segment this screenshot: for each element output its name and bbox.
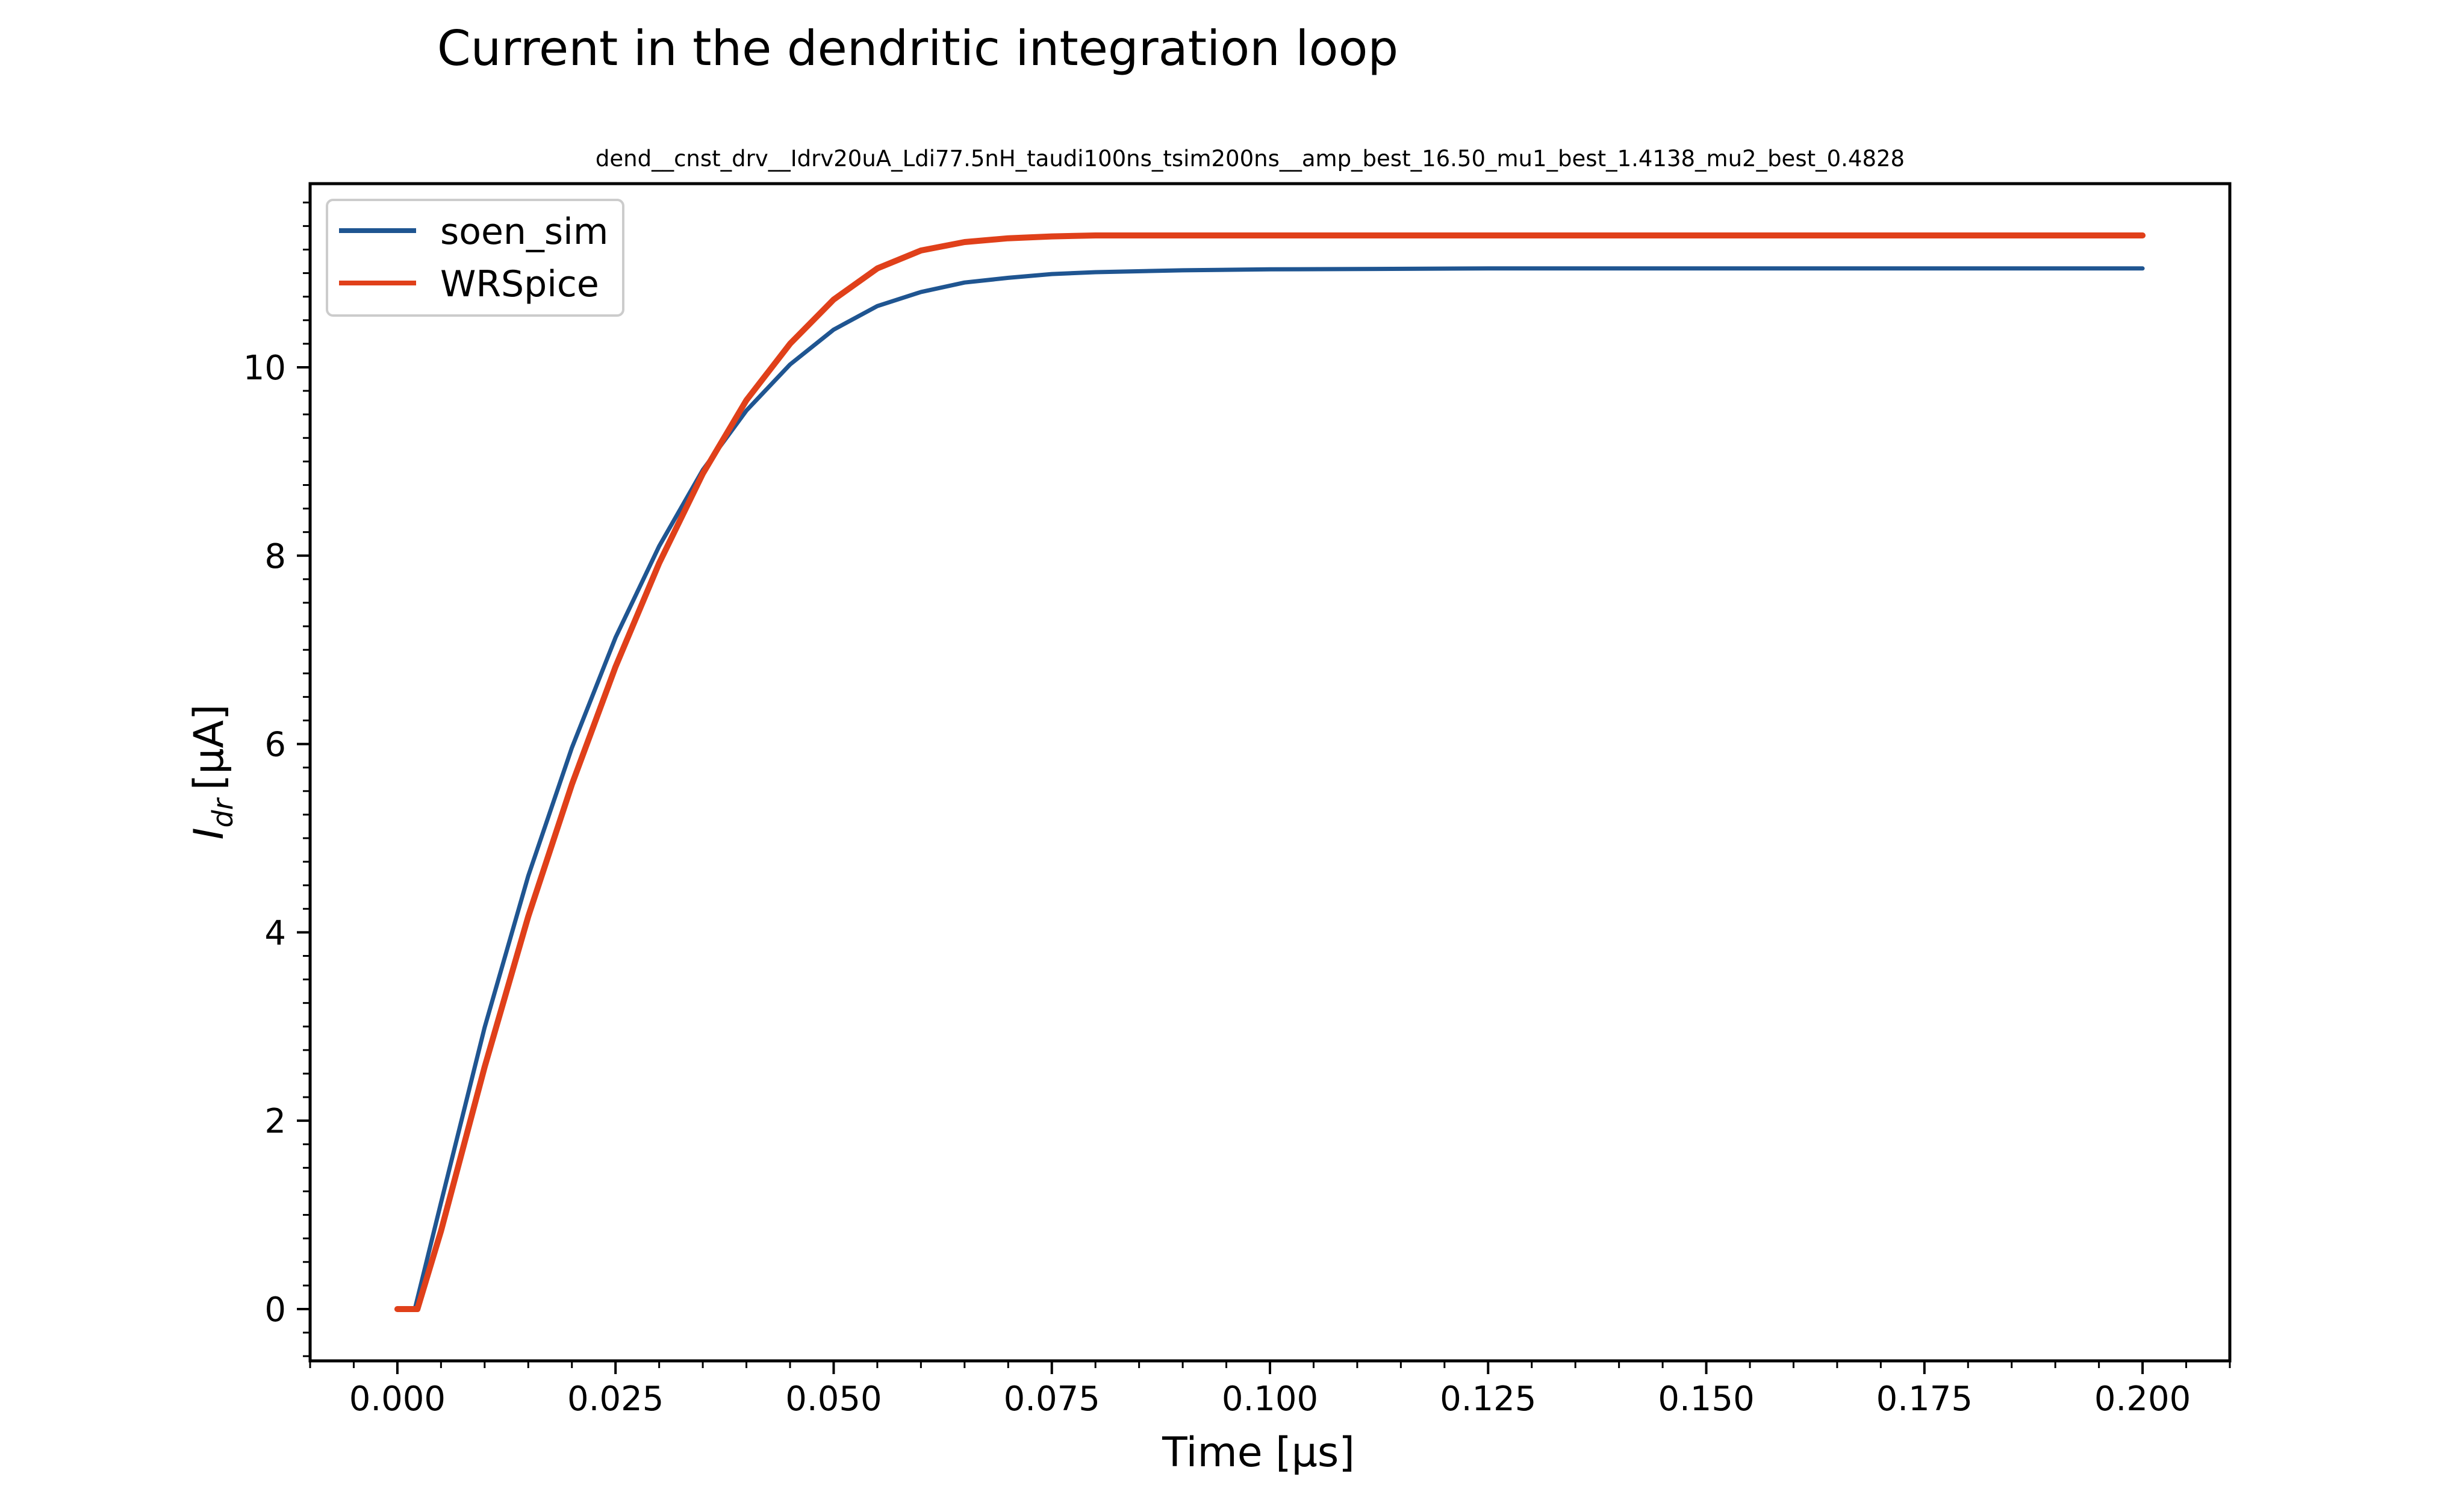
x-tick-label: 0.125	[1440, 1380, 1536, 1419]
legend-label-wrspice: WRSpice	[440, 263, 599, 305]
series-layer	[394, 232, 2146, 1312]
legend-label-soen-sim: soen_sim	[440, 211, 608, 253]
x-tick-label: 0.200	[2094, 1380, 2191, 1419]
x-tick-label: 0.175	[1876, 1380, 1973, 1419]
series-line-soen-sim	[395, 266, 2145, 1311]
y-axis-label-subscript: dr	[207, 797, 239, 827]
x-tick-label: 0.150	[1658, 1380, 1754, 1419]
y-axis: 0 2 4 6 8 10	[243, 201, 310, 1357]
y-tick-label: 10	[243, 349, 286, 388]
x-tick-label: 0.050	[785, 1380, 882, 1419]
chart-title: Current in the dendritic integration loo…	[437, 20, 1398, 76]
y-tick-label: 4	[264, 913, 286, 953]
x-axis: 0.000 0.025 0.050 0.075 0.100 0.125 0.150 0.175…	[309, 1361, 2231, 1419]
x-tick-label: 0.100	[1222, 1380, 1318, 1419]
x-tick-label: 0.000	[349, 1380, 446, 1419]
series-line-wrspice	[394, 232, 2146, 1312]
y-tick-label: 6	[264, 726, 286, 765]
x-tick-label: 0.025	[567, 1380, 664, 1419]
chart-subtitle: dend__cnst_drv__Idrv20uA_Ldi77.5nH_taudi…	[596, 146, 1905, 172]
legend: soen_sim WRSpice	[326, 199, 624, 317]
y-tick-label: 0	[264, 1290, 286, 1330]
y-axis-label: Idr [μA]	[185, 704, 239, 839]
y-axis-label-symbol: I	[185, 827, 233, 839]
x-axis-label: Time [μs]	[1162, 1429, 1355, 1476]
plot-area: 0.000 0.025 0.050 0.075 0.100 0.125 0.150 0.175…	[243, 182, 2232, 1419]
y-tick-label: 8	[264, 537, 286, 576]
x-tick-label: 0.075	[1004, 1380, 1100, 1419]
y-axis-label-unit: [μA]	[185, 704, 233, 790]
y-tick-label: 2	[264, 1102, 286, 1141]
